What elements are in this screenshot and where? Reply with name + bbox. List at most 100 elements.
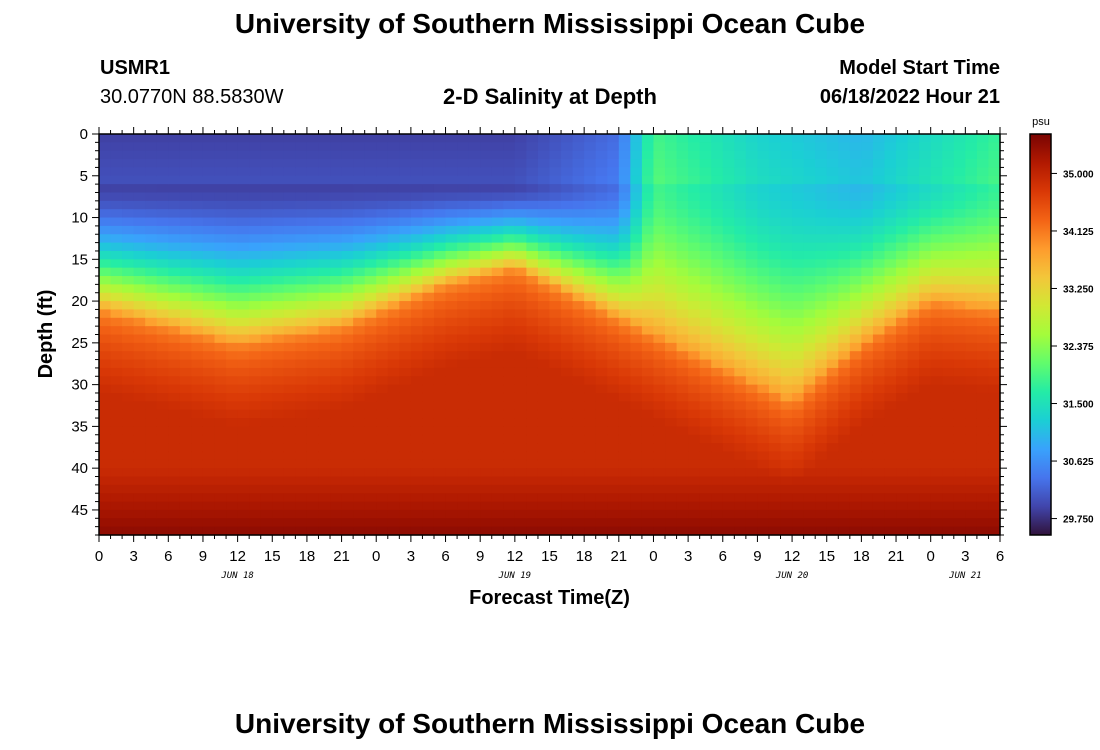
- heatmap-cell: [272, 309, 285, 319]
- heatmap-cell: [792, 142, 805, 152]
- heatmap-cell: [884, 476, 897, 486]
- heatmap-cell: [110, 301, 123, 311]
- heatmap-cell: [676, 192, 689, 202]
- heatmap-cell: [272, 292, 285, 302]
- heatmap-cell: [872, 459, 886, 469]
- heatmap-cell: [306, 326, 320, 336]
- heatmap-cell: [607, 175, 620, 185]
- heatmap-cell: [249, 317, 262, 327]
- heatmap-cell: [792, 317, 805, 327]
- heatmap-cell: [803, 484, 816, 494]
- heatmap-cell: [237, 317, 250, 327]
- heatmap-cell: [260, 159, 273, 169]
- heatmap-cell: [387, 409, 400, 419]
- heatmap-cell: [318, 351, 331, 361]
- heatmap-cell: [295, 434, 308, 444]
- heatmap-cell: [757, 334, 770, 344]
- heatmap-cell: [318, 434, 331, 444]
- heatmap-cell: [202, 367, 216, 377]
- heatmap-cell: [457, 426, 470, 436]
- heatmap-cell: [526, 443, 539, 453]
- heatmap-cell: [145, 392, 158, 402]
- heatmap-cell: [422, 309, 435, 319]
- heatmap-cell: [110, 159, 123, 169]
- heatmap-cell: [953, 342, 966, 352]
- heatmap-cell: [849, 468, 862, 478]
- heatmap-cell: [122, 401, 135, 411]
- heatmap-cell: [988, 342, 1001, 352]
- heatmap-cell: [826, 209, 839, 219]
- heatmap-cell: [306, 159, 320, 169]
- heatmap-cell: [191, 134, 204, 143]
- heatmap-cell: [792, 200, 805, 210]
- heatmap-cell: [768, 451, 782, 461]
- heatmap-cell: [283, 384, 296, 394]
- heatmap-cell: [156, 384, 169, 394]
- heatmap-cell: [896, 142, 909, 152]
- heatmap-cell: [457, 451, 470, 461]
- heatmap-cell: [872, 367, 886, 377]
- heatmap-cell: [376, 309, 389, 319]
- heatmap-cell: [480, 384, 493, 394]
- heatmap-cell: [688, 250, 701, 260]
- heatmap-cell: [526, 209, 539, 219]
- heatmap-cell: [792, 501, 805, 511]
- heatmap-cell: [249, 426, 262, 436]
- colorbar-unit: psu: [1032, 116, 1050, 128]
- heatmap-cell: [145, 150, 158, 160]
- heatmap-cell: [526, 284, 539, 294]
- heatmap-cell: [179, 392, 193, 402]
- heatmap-cell: [688, 267, 701, 277]
- heatmap-cell: [168, 401, 181, 411]
- heatmap-cell: [376, 184, 389, 194]
- heatmap-cell: [780, 401, 793, 411]
- heatmap-cell: [156, 276, 169, 285]
- heatmap-cell: [503, 192, 516, 202]
- heatmap-cell: [745, 418, 759, 427]
- heatmap-cell: [468, 292, 481, 302]
- heatmap-cell: [214, 267, 227, 277]
- heatmap-cell: [641, 301, 655, 311]
- heatmap-cell: [745, 476, 759, 486]
- heatmap-cell: [272, 426, 285, 436]
- heatmap-cell: [699, 259, 712, 269]
- heatmap-cell: [156, 367, 169, 377]
- heatmap-cell: [110, 518, 123, 528]
- heatmap-cell: [133, 134, 146, 143]
- heatmap-cell: [757, 434, 770, 444]
- heatmap-cell: [653, 250, 666, 260]
- heatmap-cell: [387, 401, 400, 411]
- heatmap-cell: [942, 259, 955, 269]
- heatmap-cell: [711, 526, 724, 536]
- heatmap-cell: [422, 167, 435, 177]
- heatmap-cell: [768, 242, 782, 252]
- heatmap-cell: [168, 134, 181, 143]
- heatmap-cell: [872, 259, 886, 269]
- heatmap-cell: [849, 392, 862, 402]
- heatmap-cell: [665, 409, 678, 419]
- heatmap-cell: [422, 501, 435, 511]
- heatmap-cell: [226, 134, 239, 143]
- heatmap-cell: [849, 225, 862, 235]
- heatmap-cell: [156, 518, 169, 528]
- heatmap-cell: [191, 518, 204, 528]
- heatmap-cell: [202, 376, 216, 386]
- heatmap-cell: [145, 401, 158, 411]
- heatmap-cell: [537, 501, 551, 511]
- heatmap-cell: [919, 392, 932, 402]
- heatmap-cell: [572, 493, 585, 503]
- heatmap-cell: [688, 434, 701, 444]
- heatmap-cell: [191, 209, 204, 219]
- heatmap-cell: [433, 209, 447, 219]
- heatmap-cell: [595, 443, 608, 453]
- heatmap-cell: [919, 292, 932, 302]
- heatmap-cell: [942, 376, 955, 386]
- heatmap-cell: [942, 200, 955, 210]
- heatmap-cell: [699, 200, 712, 210]
- heatmap-cell: [757, 418, 770, 427]
- station-coords: 30.0770N 88.5830W: [100, 86, 284, 108]
- heatmap-cell: [641, 242, 655, 252]
- heatmap-cell: [133, 167, 146, 177]
- heatmap-cell: [341, 192, 354, 202]
- heatmap-cell: [953, 493, 966, 503]
